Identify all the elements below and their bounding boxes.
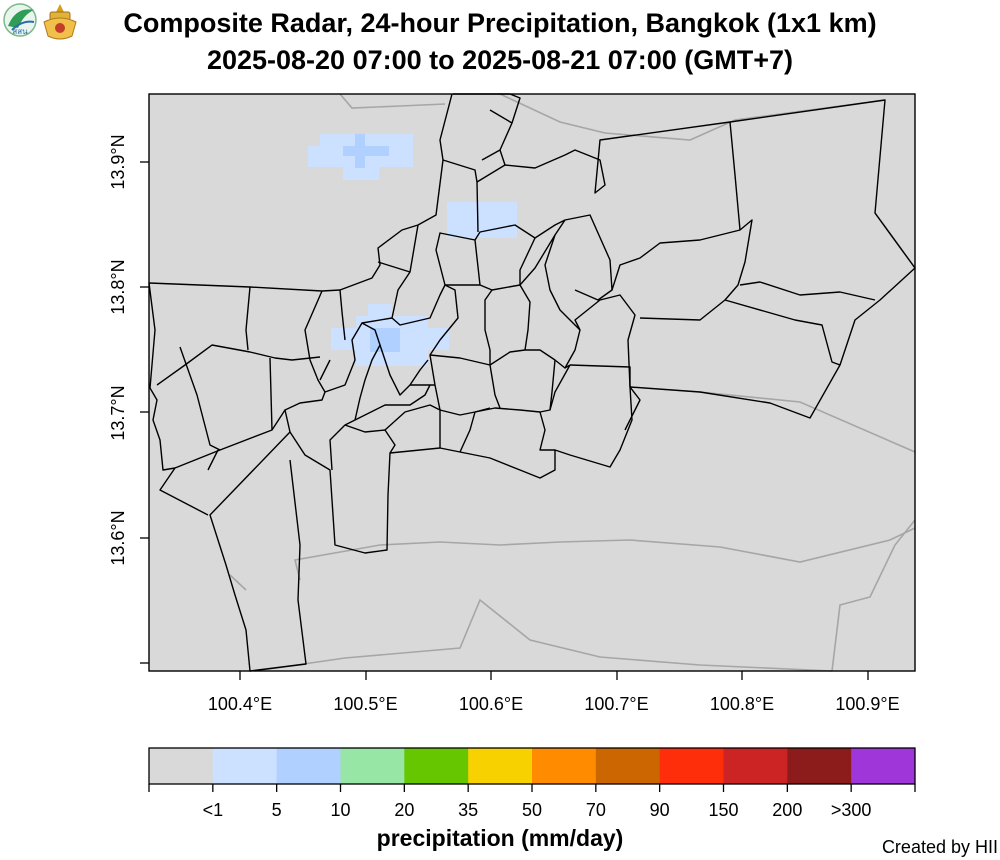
colorbar-label: 20 — [394, 800, 415, 820]
colorbar-label: 50 — [521, 800, 543, 820]
colorbar-label: <1 — [202, 800, 224, 820]
axis-ticks — [140, 161, 869, 680]
lat-tick-label: 13.9°N — [108, 134, 128, 190]
colorbar-swatch — [723, 748, 788, 784]
colorbar-swatch — [468, 748, 533, 784]
lon-tick-label: 100.6°E — [458, 694, 524, 714]
colorbar-label: 70 — [585, 800, 606, 820]
colorbar-swatch — [340, 748, 405, 784]
lat-tick-label: 13.6°N — [108, 510, 128, 566]
rain-cells — [308, 134, 517, 366]
colorbar-label: 10 — [330, 800, 351, 820]
district-boundaries — [148, 93, 916, 672]
colorbar-label: 200 — [772, 800, 803, 820]
credit-text: Created by HII — [881, 837, 998, 857]
lon-tick-label: 100.4°E — [207, 694, 273, 714]
hii-logo-text: สสน — [12, 27, 28, 36]
lon-tick-label: 100.8°E — [709, 694, 775, 714]
colorbar-label: >300 — [830, 800, 872, 820]
lat-tick-label: 13.7°N — [108, 384, 128, 441]
colorbar-swatch — [276, 748, 341, 784]
colorbar-swatch — [659, 748, 724, 784]
colorbar-title: precipitation (mm/day) — [376, 825, 624, 851]
colorbar-label: 35 — [458, 800, 479, 820]
colorbar-swatch — [595, 748, 661, 784]
colorbar-swatch — [787, 748, 852, 784]
rain-cell — [308, 146, 332, 167]
colorbar-label: 5 — [271, 800, 282, 820]
colorbar-swatch — [532, 748, 597, 784]
colorbar-swatch — [404, 748, 469, 784]
rain-cell — [343, 146, 389, 156]
map-background — [149, 94, 915, 671]
time-range-subtitle: 2025-08-20 07:00 to 2025-08-21 07:00 (GM… — [206, 45, 794, 75]
lat-tick-label: 13.8°N — [108, 259, 128, 315]
lon-tick-label: 100.7°E — [584, 694, 649, 714]
colorbar-swatch — [212, 748, 278, 784]
rain-cell — [343, 160, 379, 180]
rain-cell — [370, 328, 400, 352]
colorbar-swatch — [149, 748, 214, 784]
colorbar — [149, 748, 916, 784]
colorbar-label: 90 — [649, 800, 670, 820]
rain-cell — [368, 304, 392, 318]
page-title: Composite Radar, 24-hour Precipitation, … — [123, 8, 877, 38]
royal-emblem — [43, 4, 77, 40]
map-frame — [148, 93, 916, 672]
rain-cell — [447, 202, 517, 238]
hii-logo — [3, 3, 37, 37]
lon-tick-label: 100.9°E — [835, 694, 900, 714]
lon-tick-label: 100.5°E — [333, 694, 398, 714]
colorbar-ticks — [148, 784, 916, 792]
colorbar-swatch — [851, 748, 916, 784]
colorbar-label: 150 — [708, 800, 739, 820]
